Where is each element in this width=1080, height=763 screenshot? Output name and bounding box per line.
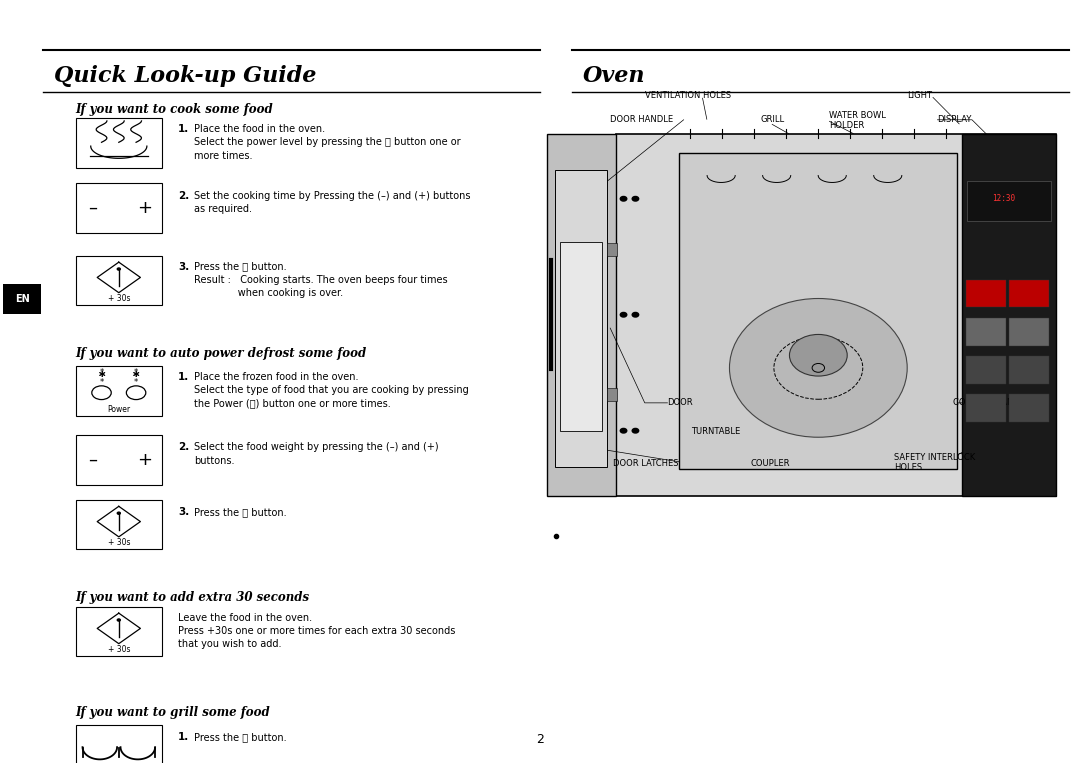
Text: ROLLER RING: ROLLER RING — [797, 417, 854, 426]
Text: 2.: 2. — [178, 443, 189, 452]
Text: +: + — [137, 451, 152, 468]
Bar — [679, 153, 957, 468]
Bar — [616, 134, 1056, 496]
Bar — [1010, 280, 1049, 307]
Text: If you want to cook some food: If you want to cook some food — [76, 103, 273, 116]
Text: 2.: 2. — [178, 191, 189, 201]
Text: 1.: 1. — [178, 124, 189, 134]
Text: *: * — [133, 370, 139, 383]
Bar — [76, 256, 162, 305]
Text: 1.: 1. — [178, 732, 189, 742]
Text: Select the food weight by pressing the (–) and (+)
buttons.: Select the food weight by pressing the (… — [194, 443, 440, 465]
Text: TURNTABLE: TURNTABLE — [691, 427, 741, 436]
Bar — [961, 134, 1056, 496]
Text: If you want to add extra 30 seconds: If you want to add extra 30 seconds — [76, 591, 310, 604]
Bar — [76, 366, 162, 416]
Text: + 30s: + 30s — [108, 538, 130, 547]
Bar — [966, 394, 1005, 422]
Text: Set the cooking time by Pressing the (–) and (+) buttons
as required.: Set the cooking time by Pressing the (–)… — [194, 191, 471, 214]
Circle shape — [118, 619, 120, 621]
Text: LIGHT: LIGHT — [907, 91, 932, 100]
Text: DOOR LATCHES: DOOR LATCHES — [613, 459, 679, 468]
Bar — [555, 170, 607, 467]
Text: + 30s: + 30s — [108, 294, 130, 303]
Text: GRILL: GRILL — [760, 115, 784, 124]
Bar — [966, 356, 1005, 384]
Text: + 30s: + 30s — [108, 645, 130, 654]
Text: If you want to grill some food: If you want to grill some food — [76, 706, 270, 719]
Text: *: * — [133, 370, 139, 383]
Bar — [966, 318, 1005, 346]
Text: Press the Ⓤ button.: Press the Ⓤ button. — [194, 507, 287, 517]
Ellipse shape — [789, 334, 847, 376]
Text: Oven: Oven — [583, 65, 646, 87]
Text: *
*: * * — [99, 368, 104, 387]
Bar — [607, 243, 617, 256]
Circle shape — [620, 313, 626, 317]
Bar — [76, 118, 162, 168]
Bar — [607, 388, 617, 401]
Circle shape — [118, 512, 120, 514]
Text: –: – — [89, 199, 97, 217]
Text: 3.: 3. — [178, 507, 189, 517]
Circle shape — [620, 197, 626, 201]
Text: DOOR: DOOR — [667, 398, 693, 407]
Bar — [966, 280, 1005, 307]
Circle shape — [632, 429, 638, 433]
Text: Power: Power — [107, 405, 131, 414]
Text: Leave the food in the oven.
Press +30s one or more times for each extra 30 secon: Leave the food in the oven. Press +30s o… — [178, 613, 456, 649]
Text: *: * — [98, 370, 105, 383]
Text: 3.: 3. — [178, 262, 189, 272]
Bar — [76, 607, 162, 656]
Bar — [548, 134, 616, 496]
Text: VENTILATION HOLES: VENTILATION HOLES — [645, 91, 731, 100]
Bar — [967, 181, 1051, 221]
Circle shape — [632, 197, 638, 201]
Text: HOLES: HOLES — [894, 463, 922, 472]
Bar — [76, 500, 162, 549]
Bar — [1010, 394, 1049, 422]
Text: 12:30: 12:30 — [993, 194, 1015, 203]
Text: EN: EN — [15, 294, 29, 304]
Text: COUPLER: COUPLER — [751, 459, 791, 468]
Text: Quick Look-up Guide: Quick Look-up Guide — [54, 65, 316, 87]
Circle shape — [632, 313, 638, 317]
Text: –: – — [89, 451, 97, 468]
Text: Press the Ⓤ button.: Press the Ⓤ button. — [194, 732, 287, 742]
Text: If you want to auto power defrost some food: If you want to auto power defrost some f… — [76, 347, 367, 360]
Bar — [1010, 318, 1049, 346]
Text: Place the food in the oven.
Select the power level by pressing the Ⓤ button one : Place the food in the oven. Select the p… — [194, 124, 461, 161]
Bar — [76, 725, 162, 763]
Text: WATER BOWL: WATER BOWL — [829, 111, 887, 121]
Text: *: * — [98, 370, 105, 383]
Text: HOLDER: HOLDER — [829, 121, 865, 130]
Text: DOOR HANDLE: DOOR HANDLE — [610, 115, 673, 124]
Text: CONTROL PANEL: CONTROL PANEL — [953, 398, 1023, 407]
Bar — [1010, 356, 1049, 384]
Text: DISPLAY: DISPLAY — [937, 115, 972, 124]
Bar — [76, 435, 162, 485]
Text: 1.: 1. — [178, 372, 189, 382]
Bar — [559, 243, 602, 430]
Text: Press the Ⓤ button.
Result :   Cooking starts. The oven beeps four times
       : Press the Ⓤ button. Result : Cooking sta… — [194, 262, 448, 298]
Text: 2: 2 — [536, 733, 544, 746]
Text: +: + — [137, 199, 152, 217]
Ellipse shape — [729, 298, 907, 437]
Bar — [76, 183, 162, 233]
Bar — [3, 284, 41, 314]
Text: SAFETY INTERLOCK: SAFETY INTERLOCK — [894, 453, 975, 462]
Circle shape — [118, 268, 120, 270]
Circle shape — [620, 429, 626, 433]
Text: *
*: * * — [134, 368, 138, 387]
Text: Place the frozen food in the oven.
Select the type of food that you are cooking : Place the frozen food in the oven. Selec… — [194, 372, 469, 409]
